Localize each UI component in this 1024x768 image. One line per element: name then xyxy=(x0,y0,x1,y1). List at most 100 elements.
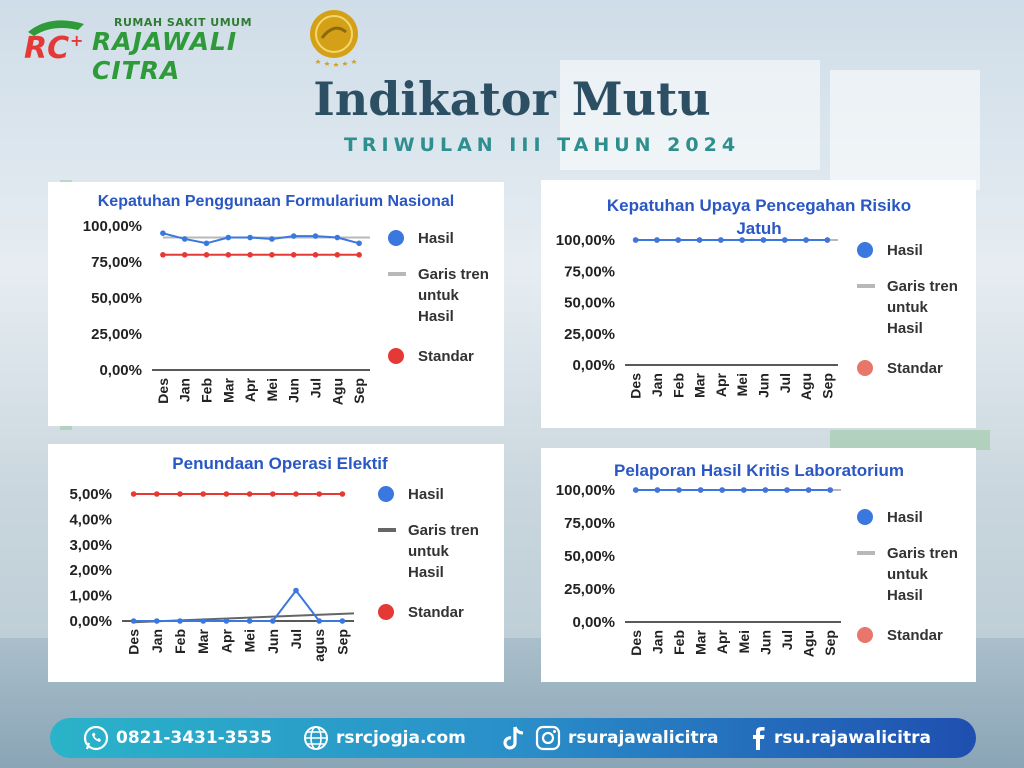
x-tick-label: Jan xyxy=(177,378,193,402)
point-standar xyxy=(177,491,183,497)
point-hasil xyxy=(270,618,276,624)
point-hasil xyxy=(246,618,253,624)
y-tick-label: 100,00% xyxy=(83,218,142,235)
x-tick-label: Mei xyxy=(736,630,752,653)
y-tick-label: 0,00% xyxy=(69,613,112,630)
page-subtitle: TRIWULAN III TAHUN 2024 xyxy=(343,134,741,156)
instagram-icon xyxy=(535,725,561,751)
legend-marker-hasil xyxy=(857,509,873,525)
phone-number: 0821-3431-3535 xyxy=(116,728,273,748)
point-hasil xyxy=(760,237,767,243)
x-tick-label: Mar xyxy=(692,372,708,397)
y-tick-label: 75,00% xyxy=(564,263,615,280)
y-tick-label: 25,00% xyxy=(564,326,615,343)
point-hasil xyxy=(356,240,362,247)
x-tick-label: Mar xyxy=(220,377,236,402)
point-hasil xyxy=(697,487,704,493)
x-tick-label: agus xyxy=(311,629,327,662)
legend-label-trend: Hasil xyxy=(887,320,923,337)
point-standar xyxy=(312,252,319,258)
x-tick-label: Jun xyxy=(286,378,302,403)
x-tick-label: Apr xyxy=(714,629,730,654)
legend-marker-standar xyxy=(857,360,873,376)
y-tick-label: 0,00% xyxy=(572,614,615,631)
legend-label-hasil: Hasil xyxy=(887,242,923,259)
x-tick-label: Jan xyxy=(649,630,665,654)
point-hasil xyxy=(316,618,323,624)
chart-title: Kepatuhan Penggunaan Formularium Nasiona… xyxy=(98,193,455,210)
footer-website[interactable]: rsrcjogja.com xyxy=(302,718,466,758)
chart-hasil-kritis: Pelaporan Hasil Kritis Laboratorium 0,00%… xyxy=(556,461,958,657)
point-hasil xyxy=(225,234,232,241)
y-tick-label: 4,00% xyxy=(69,511,112,528)
page-title: Indikator Mutu xyxy=(313,72,711,126)
legend-label-trend: Garis tren xyxy=(408,522,479,539)
x-tick-label: Mar xyxy=(693,629,709,654)
y-tick-label: 2,00% xyxy=(69,562,112,579)
point-hasil xyxy=(805,487,812,493)
point-hasil xyxy=(654,487,661,493)
legend-label-trend: Hasil xyxy=(887,587,923,604)
x-tick-label: Apr xyxy=(713,372,729,397)
y-tick-label: 50,00% xyxy=(564,295,615,312)
series-line-hasil xyxy=(133,588,343,622)
x-tick-label: Jul xyxy=(777,373,793,393)
legend-label-trend: Hasil xyxy=(408,564,444,581)
point-standar xyxy=(290,252,297,258)
point-hasil xyxy=(160,230,166,236)
x-tick-label: Jun xyxy=(757,630,773,655)
y-tick-label: 3,00% xyxy=(69,537,112,554)
accreditation-seal-icon xyxy=(310,10,358,67)
legend-label-standar: Standar xyxy=(408,604,464,621)
y-tick-label: 5,00% xyxy=(69,486,112,503)
legend-label-trend: Garis tren xyxy=(887,278,958,295)
legend-marker-hasil xyxy=(857,242,873,258)
legend-label-standar: Standar xyxy=(887,627,943,644)
footer-instagram[interactable]: rsurajawalicitra xyxy=(502,718,718,758)
footer-phone[interactable]: 0821-3431-3535 xyxy=(82,718,272,758)
point-hasil xyxy=(824,237,831,243)
legend-label-trend: Garis tren xyxy=(887,545,958,562)
tiktok-icon xyxy=(503,726,524,750)
series-line-hasil xyxy=(162,232,360,245)
point-hasil xyxy=(200,618,206,624)
x-tick-label: Sep xyxy=(351,378,367,404)
x-tick-label: Feb xyxy=(671,630,687,655)
point-hasil xyxy=(223,618,230,624)
x-tick-label: Jan xyxy=(649,373,665,397)
x-tick-label: Apr xyxy=(218,628,234,653)
y-tick-label: 0,00% xyxy=(572,357,615,374)
legend-label-trend: untuk xyxy=(418,287,459,304)
x-tick-label: Mar xyxy=(195,628,211,653)
legend-label-trend: Garis tren xyxy=(418,266,489,283)
legend-label-trend: untuk xyxy=(887,566,928,583)
y-tick-label: 75,00% xyxy=(91,254,142,271)
y-tick-label: 25,00% xyxy=(91,326,142,343)
point-hasil xyxy=(203,240,210,247)
point-hasil xyxy=(739,237,745,243)
point-standar xyxy=(269,252,275,258)
footer-facebook[interactable]: rsu.rajawalicitra xyxy=(748,718,931,758)
y-tick-label: 25,00% xyxy=(564,581,615,598)
x-tick-label: Jun xyxy=(265,629,281,654)
chart-title: Pelaporan Hasil Kritis Laboratorium xyxy=(614,461,904,480)
chart-title: Penundaan Operasi Elektif xyxy=(172,454,388,473)
x-tick-label: Sep xyxy=(819,373,835,399)
whatsapp-icon xyxy=(83,725,109,751)
x-tick-label: Feb xyxy=(172,629,188,654)
legend-marker-hasil xyxy=(388,230,404,246)
rc-logo-icon: RC + xyxy=(24,20,84,66)
instagram-handle: rsurajawalicitra xyxy=(568,728,719,748)
legend-label-hasil: Hasil xyxy=(887,509,923,526)
x-tick-label: Agu xyxy=(798,373,814,400)
x-tick-label: Feb xyxy=(199,378,215,403)
point-hasil xyxy=(633,487,639,493)
point-hasil xyxy=(803,237,809,243)
legend-marker-standar xyxy=(388,348,404,364)
x-tick-label: Mei xyxy=(264,378,280,401)
legend-label-standar: Standar xyxy=(418,348,474,365)
y-tick-label: 100,00% xyxy=(556,232,615,249)
legend-label-hasil: Hasil xyxy=(408,486,444,503)
chart-panel-risiko-jatuh: Kepatuhan Upaya Pencegahan Risiko Jatuh 0,… xyxy=(541,180,976,428)
point-standar xyxy=(246,491,253,497)
